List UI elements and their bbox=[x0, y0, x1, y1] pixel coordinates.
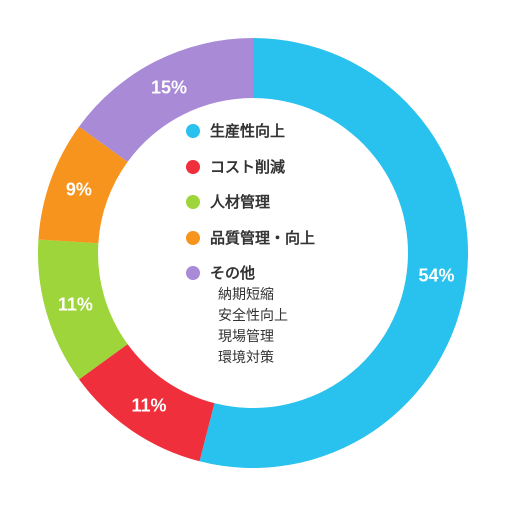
legend-text: 生産性向上 bbox=[210, 122, 285, 142]
legend-row: 人材管理 bbox=[186, 193, 315, 213]
slice-percent-label: 11% bbox=[58, 294, 93, 315]
legend-row: コスト削減 bbox=[186, 158, 315, 178]
legend-row: 生産性向上 bbox=[186, 122, 315, 142]
legend-label: 人材管理 bbox=[210, 193, 270, 213]
legend-row: 品質管理・向上 bbox=[186, 229, 315, 249]
legend-sub-label: 環境対策 bbox=[218, 347, 288, 368]
legend-text: 品質管理・向上 bbox=[210, 229, 315, 249]
legend-sub-label: 現場管理 bbox=[218, 326, 288, 347]
legend-marker bbox=[186, 195, 200, 209]
legend-label: 生産性向上 bbox=[210, 122, 285, 142]
legend-sub-label: 安全性向上 bbox=[218, 305, 288, 326]
legend: 生産性向上コスト削減人材管理品質管理・向上その他納期短縮安全性向上現場管理環境対… bbox=[186, 122, 315, 368]
slice-percent-label: 54% bbox=[419, 266, 455, 287]
legend-row: その他納期短縮安全性向上現場管理環境対策 bbox=[186, 264, 315, 368]
legend-label: 品質管理・向上 bbox=[210, 229, 315, 249]
legend-label: コスト削減 bbox=[210, 158, 285, 178]
legend-sub-label: 納期短縮 bbox=[218, 284, 288, 305]
legend-text: コスト削減 bbox=[210, 158, 285, 178]
legend-label: その他 bbox=[210, 264, 288, 284]
slice-percent-label: 9% bbox=[66, 180, 92, 201]
legend-marker bbox=[186, 266, 200, 280]
donut-chart: 生産性向上コスト削減人材管理品質管理・向上その他納期短縮安全性向上現場管理環境対… bbox=[0, 0, 507, 506]
legend-text: その他納期短縮安全性向上現場管理環境対策 bbox=[210, 264, 288, 368]
legend-marker bbox=[186, 124, 200, 138]
slice-percent-label: 11% bbox=[131, 396, 166, 417]
slice-percent-label: 15% bbox=[151, 78, 187, 99]
legend-marker bbox=[186, 160, 200, 174]
legend-marker bbox=[186, 231, 200, 245]
legend-text: 人材管理 bbox=[210, 193, 270, 213]
